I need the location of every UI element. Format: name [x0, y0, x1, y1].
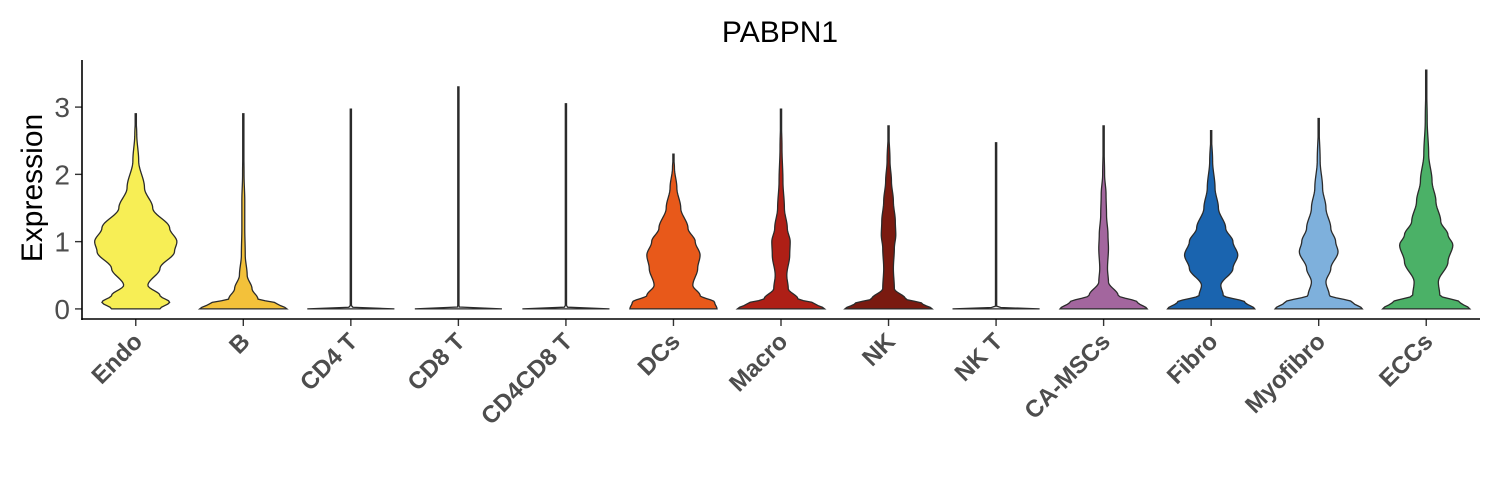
y-tick-label-1: 1	[54, 227, 70, 258]
violin-cd8-t	[414, 86, 502, 310]
x-tick-label-cd8-t: CD8 T	[403, 328, 471, 396]
violin-macro	[735, 108, 827, 310]
y-tick-label-3: 3	[54, 92, 70, 123]
x-tick-label-fibro: Fibro	[1162, 328, 1224, 390]
y-tick-label-2: 2	[54, 159, 70, 190]
violin-nk	[843, 125, 934, 310]
violin-dcs	[629, 153, 718, 310]
violin-fibro	[1166, 129, 1257, 310]
chart-title: PABPN1	[722, 16, 838, 49]
x-tick-label-nk: NK	[857, 328, 901, 372]
x-tick-label-cd4-t: CD4 T	[295, 328, 363, 396]
violins-layer	[94, 69, 1472, 310]
x-tick-label-eccs: ECCs	[1374, 328, 1438, 392]
violin-endo	[94, 113, 178, 310]
violin-myofibro	[1273, 117, 1364, 310]
violin-eccs	[1381, 69, 1472, 310]
x-tick-label-macro: Macro	[724, 328, 793, 397]
x-tick-label-cd4cd8-t: CD4CD8 T	[476, 328, 578, 430]
x-tick-label-dcs: DCs	[633, 328, 686, 381]
x-tick-label-nk-t: NK T	[950, 328, 1009, 387]
y-tick-label-0: 0	[54, 294, 70, 325]
violin-nk-t	[952, 142, 1040, 310]
violin-cd4cd8-t	[522, 103, 610, 310]
y-axis-ticks: 0 1 2 3	[54, 92, 82, 325]
y-axis-label: Expression	[16, 114, 49, 262]
x-tick-label-b: B	[224, 328, 255, 359]
x-axis-ticks: Endo B CD4 T CD8 T CD4CD8 T DCs Macro NK NK T CA-…	[86, 319, 1438, 430]
x-tick-label-endo: Endo	[86, 328, 148, 390]
violin-b	[197, 113, 289, 310]
x-tick-label-ca-mscs: CA-MSCs	[1019, 328, 1115, 424]
x-tick-label-myofibro: Myofibro	[1240, 328, 1331, 419]
violin-ca-mscs	[1058, 125, 1149, 310]
violin-cd4-t	[307, 108, 395, 310]
